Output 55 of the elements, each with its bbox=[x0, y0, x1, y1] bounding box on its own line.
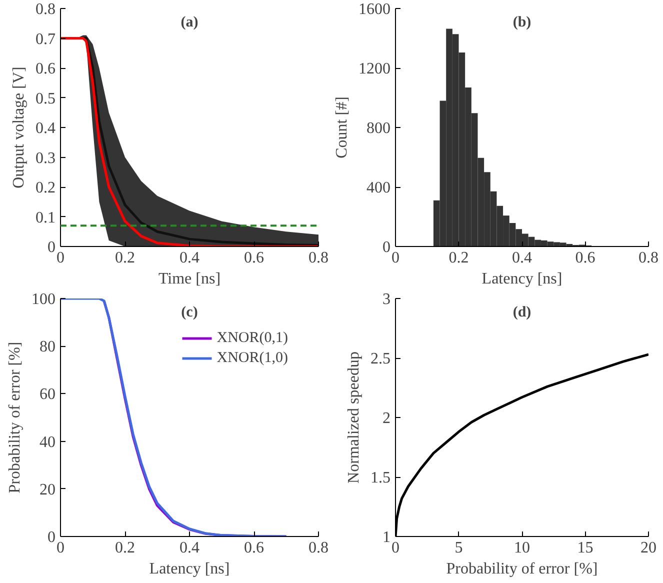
x-tick-label: 0.6 bbox=[244, 250, 264, 266]
y-tick-label: 80 bbox=[40, 338, 56, 356]
y-tick-label: 1600 bbox=[358, 1, 390, 18]
x-tick-label: 0.8 bbox=[638, 250, 658, 266]
y-tick-label: 0.7 bbox=[36, 30, 56, 48]
y-tick-label: 100 bbox=[32, 291, 56, 308]
x-tick-label: 0.2 bbox=[448, 250, 469, 266]
x-tick-label: 0.6 bbox=[244, 540, 264, 556]
y-tick-label: 400 bbox=[366, 180, 390, 196]
x-tick-label: 0.4 bbox=[180, 250, 200, 266]
x-axis-title: Latency [ns] bbox=[149, 560, 230, 578]
x-tick-label: 0.6 bbox=[575, 250, 596, 266]
y-tick-label: 0.8 bbox=[36, 1, 56, 18]
x-tick-label: 0.2 bbox=[115, 250, 135, 266]
y-axis-title: Normalized speedup bbox=[346, 352, 362, 484]
chart-title: (d) bbox=[512, 304, 532, 320]
y-tick-label: 40 bbox=[40, 434, 56, 451]
x-axis-title: Time [ns] bbox=[158, 270, 221, 288]
y-tick-label: 0.3 bbox=[36, 150, 56, 167]
x-tick-label: 15 bbox=[577, 540, 594, 556]
y-tick-label: 0.2 bbox=[36, 180, 56, 196]
x-tick-label: 5 bbox=[454, 540, 463, 556]
y-tick-label: 0.4 bbox=[36, 120, 56, 137]
y-axis-title: Count [#] bbox=[334, 96, 350, 158]
y-tick-label: 0.5 bbox=[36, 90, 56, 108]
y-tick-label: 0 bbox=[382, 239, 390, 256]
chart-title: (a) bbox=[180, 14, 198, 30]
x-tick-label: 0.8 bbox=[308, 540, 328, 556]
y-tick-label: 2 bbox=[382, 410, 390, 427]
x-tick-label: 10 bbox=[514, 540, 530, 556]
y-tick-label: 1 bbox=[382, 529, 390, 546]
x-tick-label: 0.4 bbox=[512, 250, 532, 266]
y-tick-label: 0 bbox=[48, 529, 56, 546]
x-tick-label: 0.8 bbox=[308, 250, 328, 266]
legend-label: XNOR(1,0) bbox=[216, 350, 288, 366]
y-tick-label: 0.1 bbox=[36, 209, 56, 226]
y-tick-label: 800 bbox=[366, 120, 390, 137]
legend-label: XNOR(0,1) bbox=[216, 330, 288, 346]
y-tick-label: 3 bbox=[382, 291, 390, 308]
y-tick-label: 0.6 bbox=[36, 60, 56, 78]
x-axis-title: Latency [ns] bbox=[482, 270, 562, 288]
chart-title: (b) bbox=[512, 14, 532, 30]
y-tick-label: 1.5 bbox=[370, 470, 390, 486]
x-axis-title: Probability of error [%] bbox=[446, 560, 598, 578]
x-tick-label: 0.2 bbox=[115, 540, 135, 556]
y-tick-label: 0 bbox=[48, 239, 56, 256]
y-tick-label: 2.5 bbox=[370, 350, 390, 368]
x-tick-label: 0.4 bbox=[180, 540, 200, 556]
x-tick-label: 20 bbox=[640, 540, 656, 556]
y-tick-label: 1200 bbox=[358, 60, 390, 78]
y-axis-title: Probability of error [%] bbox=[6, 342, 24, 494]
y-axis-title: Output voltage [V] bbox=[10, 66, 28, 188]
chart-title: (c) bbox=[181, 304, 198, 320]
y-tick-label: 60 bbox=[40, 386, 56, 404]
y-tick-label: 20 bbox=[40, 481, 56, 498]
